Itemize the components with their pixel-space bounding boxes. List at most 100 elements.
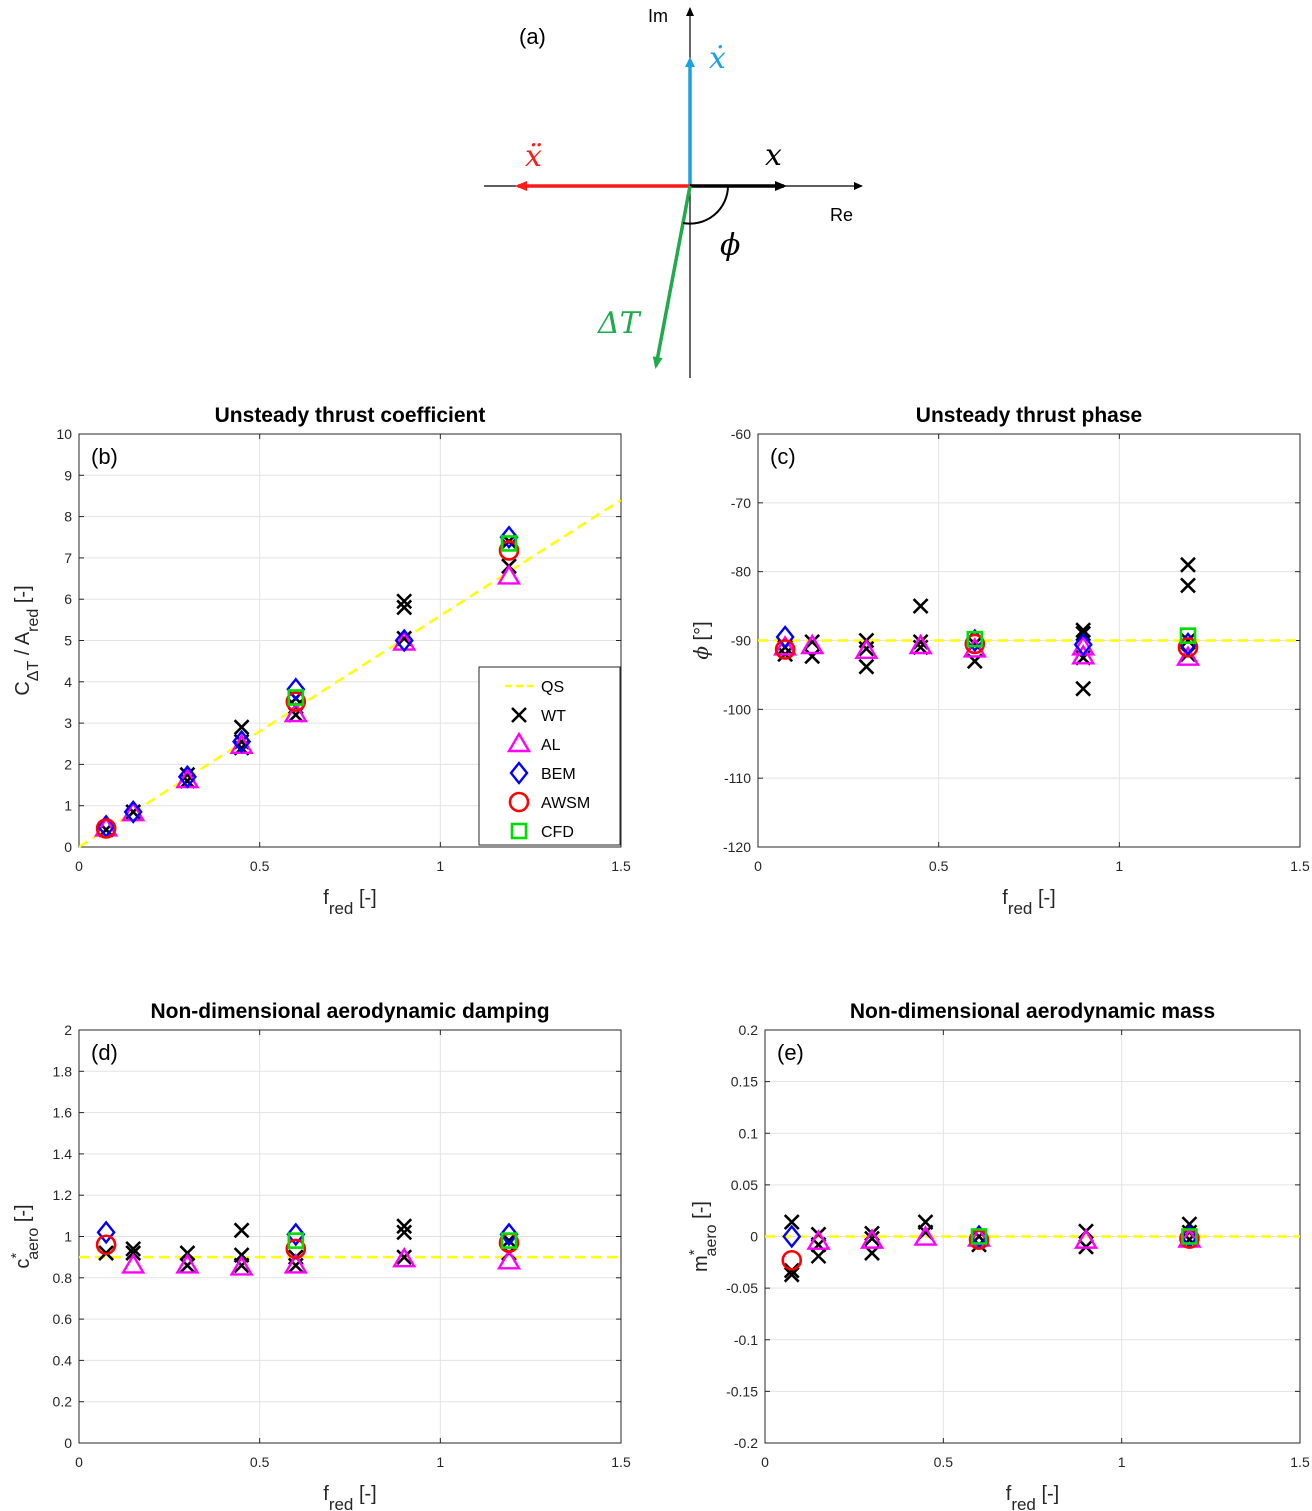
chart-b-ytick-label: 5	[64, 633, 72, 649]
chart-c-point-wt	[912, 633, 929, 650]
chart-e-point-wt	[864, 1230, 880, 1247]
chart-e-ytick-label: 0.15	[731, 1074, 758, 1090]
chart-e-point-wt	[783, 1214, 800, 1230]
chart-c-point-wt	[1075, 622, 1092, 639]
chart-c-title: Unsteady thrust phase	[916, 404, 1142, 427]
chart-d-xtick-label: 1	[436, 1454, 444, 1470]
chart-b-data	[79, 499, 621, 849]
chart-c-point-wt-stroke2	[858, 640, 875, 657]
chart-b-panel-label: (b)	[91, 444, 118, 469]
chart-c-xlabel: fred [-]	[1002, 887, 1055, 918]
chart-d-point-wt-stroke2	[233, 1257, 250, 1274]
chart-c-point-bem	[775, 625, 795, 649]
chart-c-ytick-label: -70	[731, 495, 751, 511]
chart-c-point-wt	[1180, 577, 1196, 594]
chart-b-legend-label: WT	[541, 708, 566, 725]
chart-c-point-wt	[912, 598, 929, 615]
chart-c-series-cfd	[966, 627, 1197, 648]
phasor-diagram: Im Re (a) ẋ x ẍ ΔT ϕ	[484, 6, 863, 378]
chart-b-xlabel: fred [-]	[323, 887, 376, 918]
chart-panel-b: 0 0.5 1 1.5 0 1 2 3 4 5 6 7 8 9 10 Unsteady thrust coef…	[12, 404, 631, 918]
chart-d-point-awsm	[285, 1238, 307, 1260]
panel-label-a: (a)	[519, 24, 546, 49]
chart-e-data	[765, 1214, 1300, 1283]
chart-d-series-cfd	[287, 1232, 518, 1249]
chart-c-ytick-label: -100	[723, 701, 751, 717]
chart-b-series-cfd	[287, 535, 518, 706]
chart-b-ytick-label: 7	[64, 550, 72, 566]
chart-b-legend: QS WT AL BEM AWSM CFD	[478, 666, 621, 846]
chart-d-point-wt-stroke2	[179, 1257, 196, 1274]
chart-c-point-wt	[1075, 680, 1092, 697]
chart-e-ylabel: m*aero [-]	[686, 1201, 720, 1272]
chart-d-point-wt-stroke2	[396, 1224, 413, 1241]
chart-b-ytick-label: 1	[64, 798, 72, 814]
chart-c-xtick-label: 0.5	[929, 858, 949, 874]
chart-b-xtick-label: 1	[436, 858, 444, 874]
chart-c-point-al	[908, 633, 933, 655]
chart-b-legend-label: QS	[541, 679, 564, 696]
chart-panel-d: 0 0.5 1 1.5 0 0.2 0.4 0.6 0.8 1 1.2 1.4 1.6 1.8 2 Non-d…	[8, 1000, 631, 1511]
chart-c-point-wt	[1180, 632, 1196, 649]
chart-b-legend-marker-bem	[509, 761, 529, 785]
chart-d-ytick-label: 1.8	[53, 1063, 73, 1079]
chart-panel-c: 0 0.5 1 1.5 -120 -110 -100 -90 -80 -70 -60 Unsteady…	[689, 404, 1310, 918]
x-dot-label: ẋ	[709, 41, 726, 76]
chart-d-ytick-label: 0	[64, 1435, 72, 1451]
chart-d-point-wt	[396, 1218, 413, 1235]
chart-c-ytick-label: -110	[724, 770, 751, 786]
chart-e-ytick-label: -0.1	[734, 1332, 758, 1348]
chart-b-ytick-label: 3	[64, 715, 72, 731]
chart-c-point-al	[773, 635, 798, 656]
chart-e-point-wt-stroke2	[783, 1214, 800, 1230]
chart-b-ytick-label: 2	[64, 756, 72, 772]
chart-e-point-wt-stroke2	[810, 1248, 827, 1265]
chart-d-point-al	[121, 1253, 146, 1274]
chart-e-title: Non-dimensional aerodynamic mass	[850, 1000, 1215, 1023]
chart-b-point-wt-stroke2	[396, 599, 413, 616]
chart-c-point-cfd	[966, 630, 984, 648]
chart-c-ytick-label: -60	[731, 426, 751, 442]
chart-b-point-bem	[499, 525, 519, 550]
chart-e-ytick-label: 0.1	[739, 1125, 759, 1141]
chart-c-point-wt	[1180, 556, 1196, 573]
chart-c-point-wt-stroke2	[1075, 622, 1092, 639]
chart-d-point-al	[229, 1255, 254, 1276]
chart-e-point-wt	[783, 1262, 800, 1279]
chart-b-xtick-label: 0	[75, 858, 83, 874]
chart-e-panel-label: (e)	[777, 1040, 804, 1065]
chart-b-legend-marker-awsm	[508, 791, 530, 813]
chart-d-ytick-label: 2	[64, 1022, 72, 1038]
chart-b-point-bem	[232, 729, 252, 754]
chart-c-ylabel: ϕ [°]	[689, 621, 713, 659]
x-ddot-label: ẍ	[525, 139, 542, 174]
x-label: x	[765, 138, 782, 173]
chart-d-xtick-label: 1.5	[611, 1454, 631, 1470]
chart-e-xlabel: fred [-]	[1006, 1483, 1059, 1511]
chart-c-series-wt	[777, 556, 1196, 697]
chart-d-point-bem	[286, 1222, 306, 1247]
chart-c-point-al	[854, 638, 879, 660]
chart-b-legend-box	[478, 666, 621, 846]
chart-b-ytick-label: 9	[64, 467, 72, 483]
chart-c-point-wt	[858, 658, 875, 675]
chart-c-point-awsm	[964, 633, 986, 655]
chart-d-xtick-label: 0.5	[250, 1454, 270, 1470]
chart-e-point-bem	[782, 1224, 802, 1249]
phase-angle-arc	[682, 185, 729, 225]
chart-b-point-wt-stroke2	[396, 593, 413, 610]
chart-b-legend-marker-cfd	[510, 822, 528, 840]
chart-d-title: Non-dimensional aerodynamic damping	[150, 1000, 549, 1023]
chart-c-point-wt	[804, 633, 821, 650]
im-axis-label: Im	[648, 6, 668, 26]
chart-b-series-bem	[96, 525, 519, 839]
chart-c-point-wt	[858, 640, 875, 657]
chart-d-point-wt-stroke2	[125, 1245, 142, 1261]
chart-b-series-awsm	[95, 540, 520, 839]
chart-b-ytick-label: 6	[64, 591, 72, 607]
chart-b-ylabel: CΔT / Ared [-]	[12, 585, 42, 695]
chart-d-data	[79, 1218, 621, 1276]
chart-b-xtick-label: 0.5	[250, 858, 270, 874]
delta-t-label: ΔT	[597, 306, 642, 341]
